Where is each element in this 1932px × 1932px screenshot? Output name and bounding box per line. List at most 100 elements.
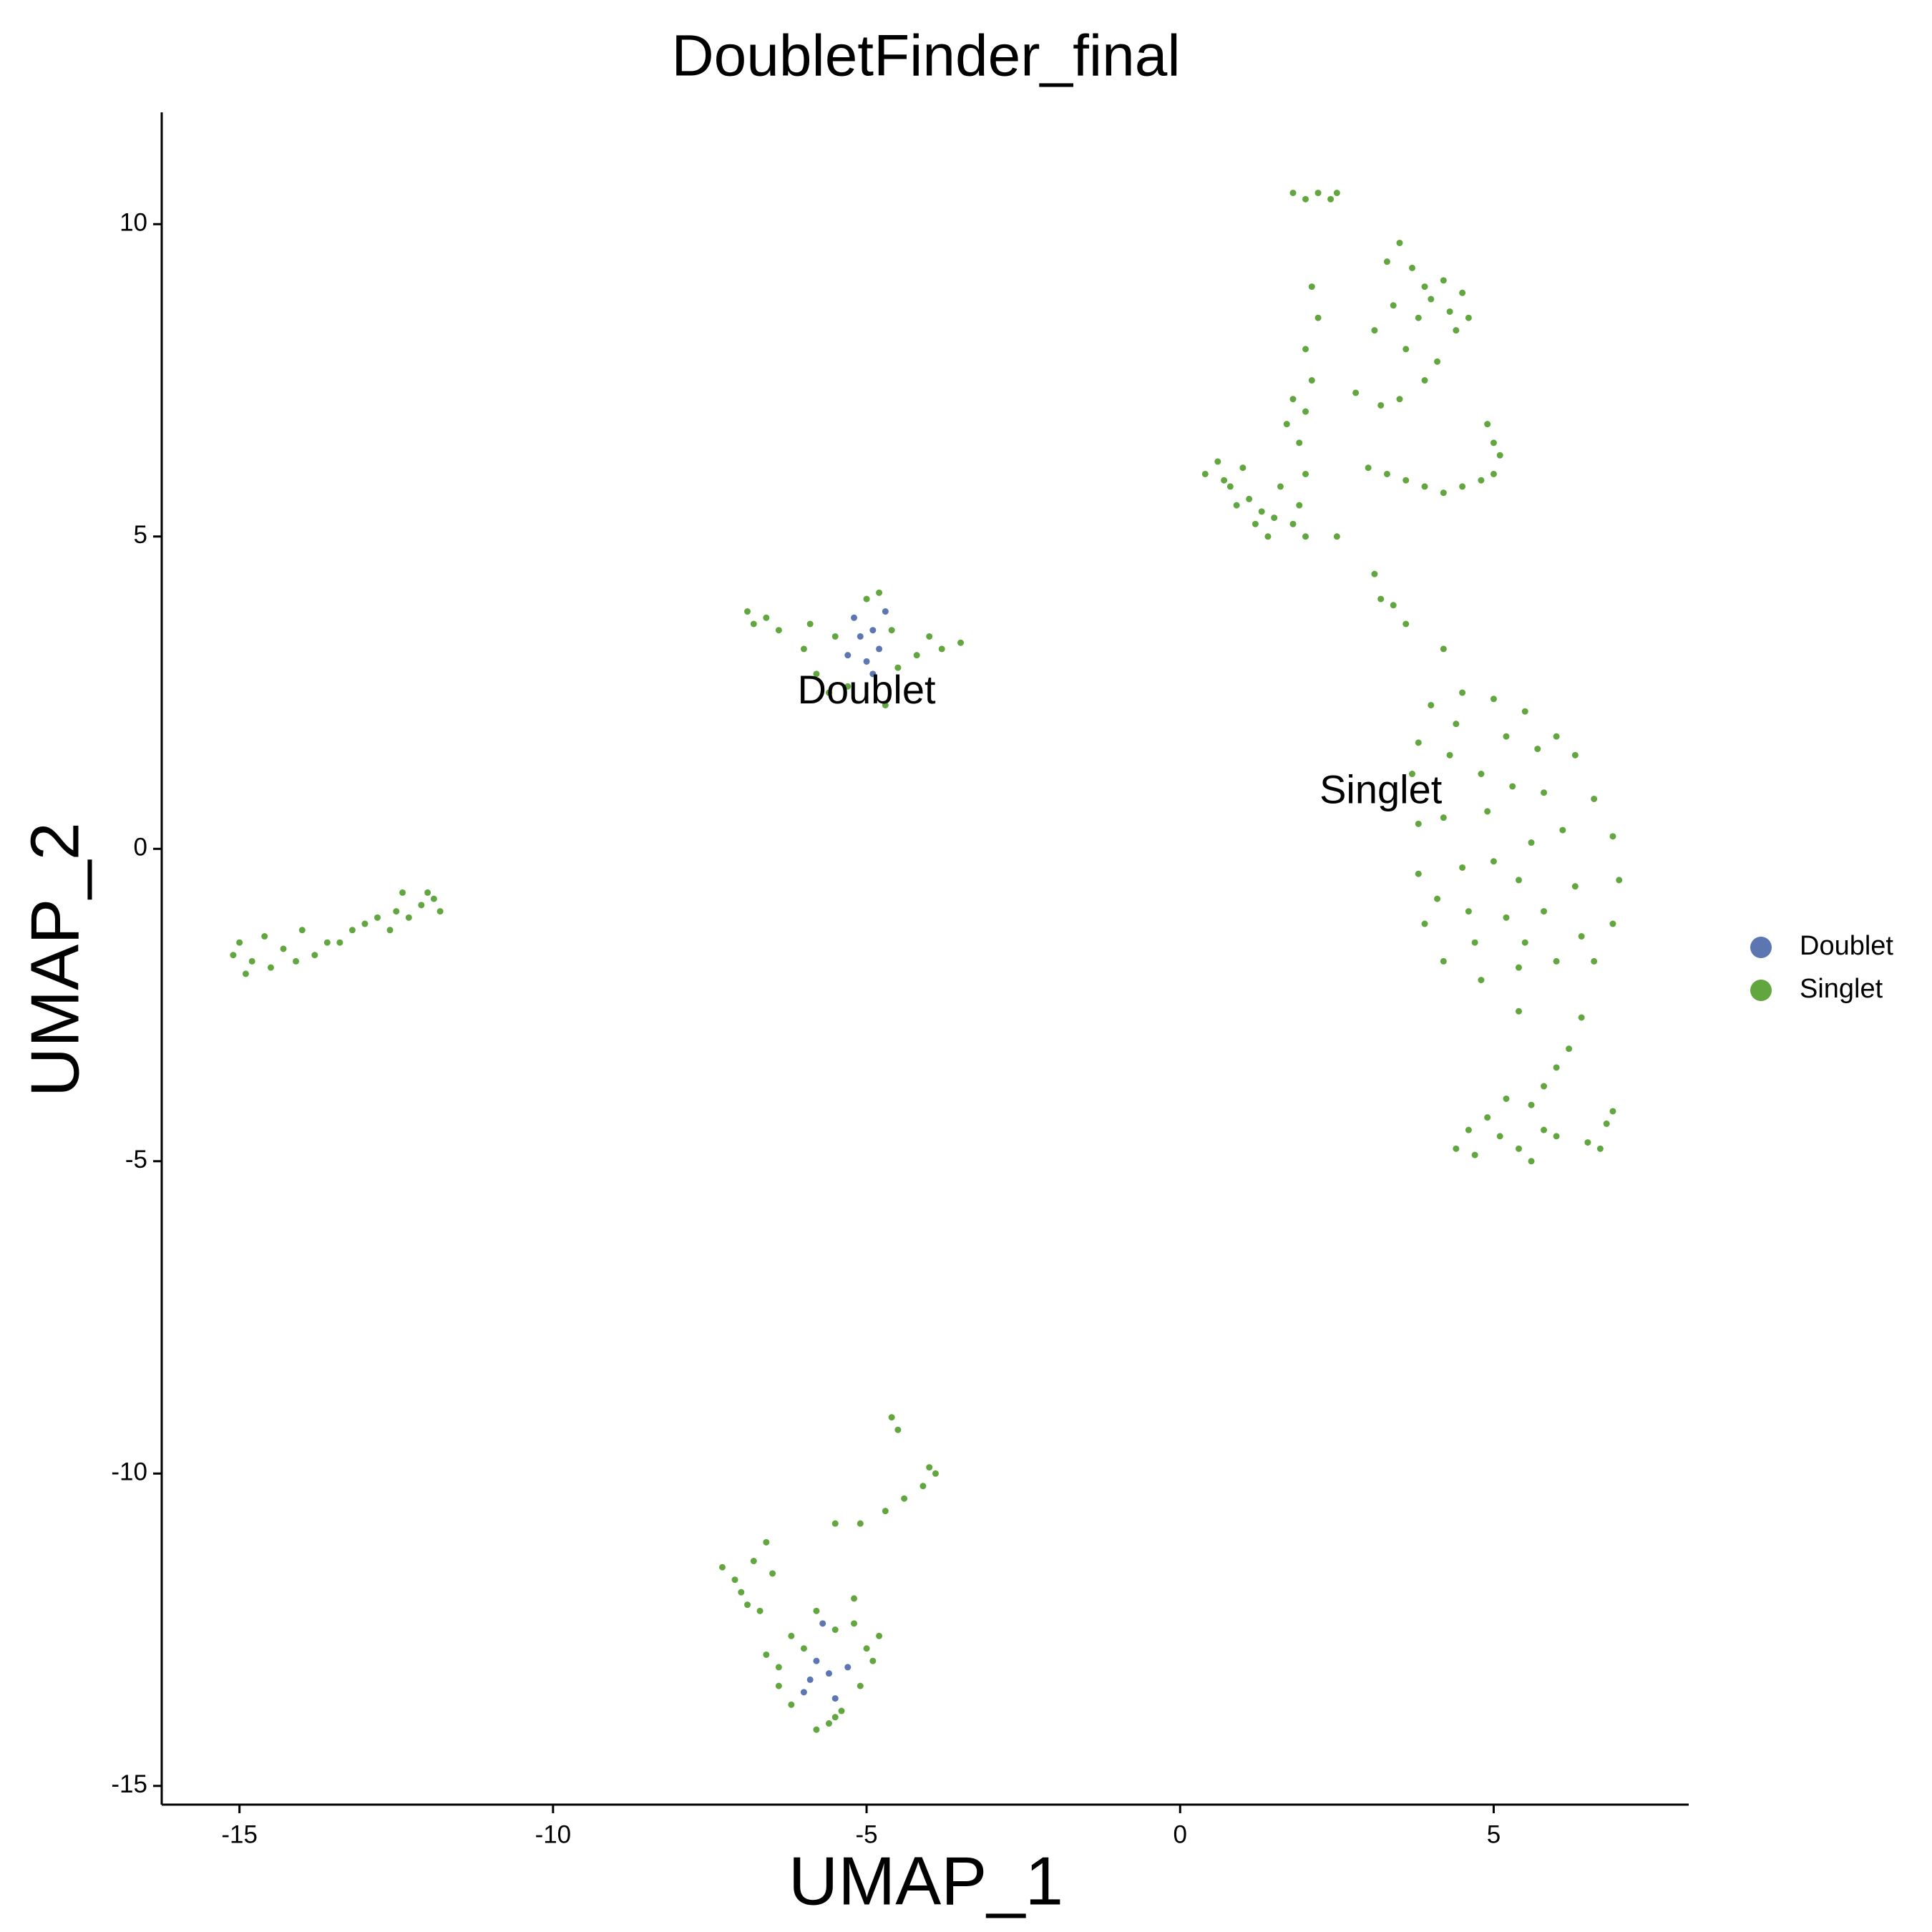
point <box>813 1726 820 1733</box>
point <box>1465 908 1472 915</box>
point <box>731 1576 738 1584</box>
point <box>838 1707 845 1714</box>
point <box>1478 477 1485 484</box>
point <box>800 1689 807 1696</box>
point <box>1459 689 1466 696</box>
point <box>1515 1145 1522 1152</box>
point <box>869 627 877 634</box>
point <box>851 1595 858 1602</box>
point <box>894 664 902 671</box>
point <box>926 633 933 640</box>
point <box>1515 877 1522 884</box>
point <box>1559 826 1566 834</box>
point <box>1415 820 1422 827</box>
point <box>1503 733 1510 740</box>
point <box>1333 533 1340 540</box>
point <box>1484 1114 1491 1121</box>
point <box>882 701 889 708</box>
point <box>430 895 437 902</box>
point <box>1383 470 1390 477</box>
point <box>738 1589 745 1596</box>
point <box>1478 771 1485 778</box>
point <box>957 639 965 646</box>
point <box>763 614 770 621</box>
point <box>888 1414 895 1421</box>
point <box>1534 746 1541 753</box>
point <box>1233 502 1240 509</box>
point <box>1226 483 1234 490</box>
point <box>1591 795 1598 802</box>
point <box>348 927 356 934</box>
point <box>1578 1014 1585 1021</box>
point <box>744 608 751 615</box>
point <box>1571 883 1579 890</box>
point <box>876 589 883 596</box>
point <box>1283 421 1290 428</box>
point <box>1459 289 1466 296</box>
point <box>831 1626 839 1634</box>
point <box>857 1682 864 1689</box>
point <box>1490 470 1497 477</box>
y-tick-label: 10 <box>119 209 147 237</box>
y-tick-label: -15 <box>111 1770 147 1798</box>
point <box>1478 977 1485 984</box>
point <box>763 1651 770 1658</box>
point <box>1289 190 1297 197</box>
point <box>230 952 237 959</box>
point <box>1365 464 1372 472</box>
y-tick-label: 0 <box>134 834 147 862</box>
point <box>1421 377 1428 384</box>
x-tick-label: -5 <box>855 1820 877 1848</box>
point <box>1390 602 1397 609</box>
point <box>763 1538 770 1546</box>
point <box>1396 396 1403 403</box>
point <box>851 1620 858 1627</box>
point <box>1402 620 1410 628</box>
point <box>831 633 839 640</box>
point <box>813 1657 820 1664</box>
point <box>1496 1133 1503 1140</box>
point <box>1528 1101 1535 1108</box>
point <box>1440 277 1447 284</box>
point <box>1308 377 1315 384</box>
point <box>1402 477 1410 484</box>
point <box>1415 870 1422 877</box>
point <box>1553 1133 1560 1140</box>
point <box>1528 839 1535 847</box>
point <box>769 1570 776 1577</box>
point <box>775 1664 782 1671</box>
point <box>1428 296 1435 303</box>
point <box>901 1495 908 1502</box>
point <box>1377 401 1385 409</box>
point <box>1415 739 1422 746</box>
point <box>1521 939 1528 946</box>
point <box>1591 957 1598 965</box>
point <box>831 1714 839 1721</box>
point <box>1541 789 1548 796</box>
point <box>1603 1120 1610 1127</box>
y-axis-title: UMAP_2 <box>16 822 93 1097</box>
point <box>1503 1095 1510 1102</box>
point <box>1609 833 1616 840</box>
point <box>882 608 889 615</box>
point <box>913 652 920 659</box>
point <box>1521 708 1528 715</box>
point <box>1264 533 1272 540</box>
point <box>1434 895 1441 902</box>
point <box>1528 1158 1535 1165</box>
point <box>1383 258 1390 265</box>
point <box>756 1607 763 1614</box>
point <box>788 1701 795 1708</box>
point <box>1616 877 1623 884</box>
point <box>261 933 268 940</box>
point <box>1553 733 1560 740</box>
point <box>1415 314 1422 321</box>
point <box>1434 358 1441 365</box>
point <box>1596 1145 1604 1152</box>
point <box>1377 595 1385 602</box>
point <box>1440 814 1447 821</box>
point <box>1258 508 1265 515</box>
point <box>399 889 406 896</box>
point <box>1302 533 1309 540</box>
point <box>888 627 895 634</box>
